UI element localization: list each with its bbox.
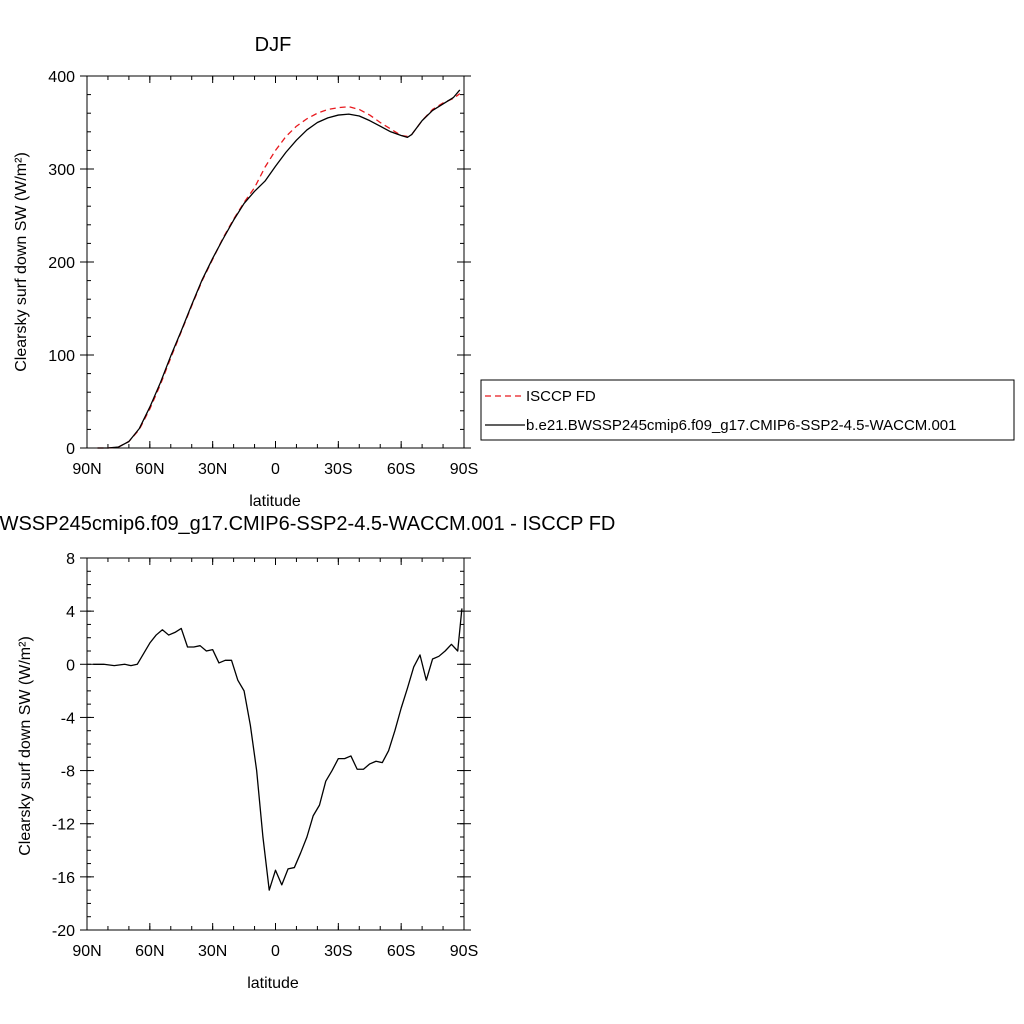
bottom-y-tick-label: 4 — [66, 604, 75, 621]
legend: ISCCP FD b.e21.BWSSP245cmip6.f09_g17.CMI… — [480, 379, 1015, 441]
panel-bottom-y-tick-labels: -20 -16 -12 -8 -4 0 4 8 — [52, 551, 75, 940]
top-y-tick-label: 200 — [48, 255, 75, 272]
panel-bottom-x-tick-labels: 90N 60N 30N 0 30S 60S 90S — [72, 943, 478, 960]
top-y-tick-label: 0 — [66, 441, 75, 458]
top-series-line-1 — [97, 89, 461, 449]
bottom-y-tick-label: -4 — [61, 710, 75, 727]
panel-bottom-series-lines — [93, 608, 463, 891]
bottom-x-tick-label: 0 — [271, 943, 280, 960]
bottom-y-tick-label: -20 — [52, 923, 75, 940]
panel-top-x-axis-label: latitude — [249, 493, 301, 510]
top-x-tick-label: 90N — [72, 461, 101, 478]
panel-top-plot-frame — [86, 75, 465, 449]
bottom-x-tick-label: 90N — [72, 943, 101, 960]
legend-label-isccp-fd: ISCCP FD — [526, 388, 596, 405]
panel-bottom-tick-marks — [80, 557, 471, 931]
top-y-tick-label: 300 — [48, 162, 75, 179]
bottom-x-tick-label: 60N — [135, 943, 164, 960]
bottom-x-tick-label: 30S — [324, 943, 352, 960]
panel-bottom-y-axis-label: Clearsky surf down SW (W/m²) — [17, 636, 34, 856]
panel-top-y-axis-label: Clearsky surf down SW (W/m²) — [13, 152, 30, 372]
bottom-series-line-0 — [93, 608, 463, 891]
top-y-tick-label: 400 — [48, 69, 75, 86]
bottom-y-tick-label: 8 — [66, 551, 75, 568]
panel-top-y-tick-labels: 0 100 200 300 400 — [48, 69, 75, 458]
bottom-x-tick-label: 60S — [387, 943, 415, 960]
top-x-tick-label: 60S — [387, 461, 415, 478]
panel-top-series-lines — [97, 89, 461, 449]
legend-label-model: b.e21.BWSSP245cmip6.f09_g17.CMIP6-SSP2-4… — [526, 417, 956, 434]
bottom-y-tick-label: -12 — [52, 817, 75, 834]
bottom-x-tick-label: 30N — [198, 943, 227, 960]
panel-bottom-plot-frame — [86, 557, 465, 931]
bottom-x-tick-label: 90S — [450, 943, 478, 960]
bottom-y-tick-label: 0 — [66, 657, 75, 674]
panel-bottom-x-axis-label: latitude — [247, 975, 299, 992]
top-x-tick-label: 30N — [198, 461, 227, 478]
top-series-line-0 — [97, 93, 461, 449]
legend-box — [480, 379, 1015, 441]
panel-bottom-difference: b.e21.BWSSP245cmip6.f09_g17.CMIP6-SSP2-4… — [0, 513, 615, 992]
panel-top-djf: DJF 90N 60N 30N 0 30S 60S 90S 0 100 200 300 400 la… — [13, 34, 478, 510]
panel-top-tick-marks — [80, 75, 471, 449]
panel-top-x-tick-labels: 90N 60N 30N 0 30S 60S 90S — [72, 461, 478, 478]
top-y-tick-label: 100 — [48, 348, 75, 365]
top-x-tick-label: 0 — [271, 461, 280, 478]
top-x-tick-label: 90S — [450, 461, 478, 478]
panel-top-title: DJF — [255, 34, 292, 56]
top-x-tick-label: 30S — [324, 461, 352, 478]
top-x-tick-label: 60N — [135, 461, 164, 478]
panel-bottom-title: b.e21.BWSSP245cmip6.f09_g17.CMIP6-SSP2-4… — [0, 513, 615, 535]
bottom-y-tick-label: -8 — [61, 764, 75, 781]
bottom-y-tick-label: -16 — [52, 870, 75, 887]
